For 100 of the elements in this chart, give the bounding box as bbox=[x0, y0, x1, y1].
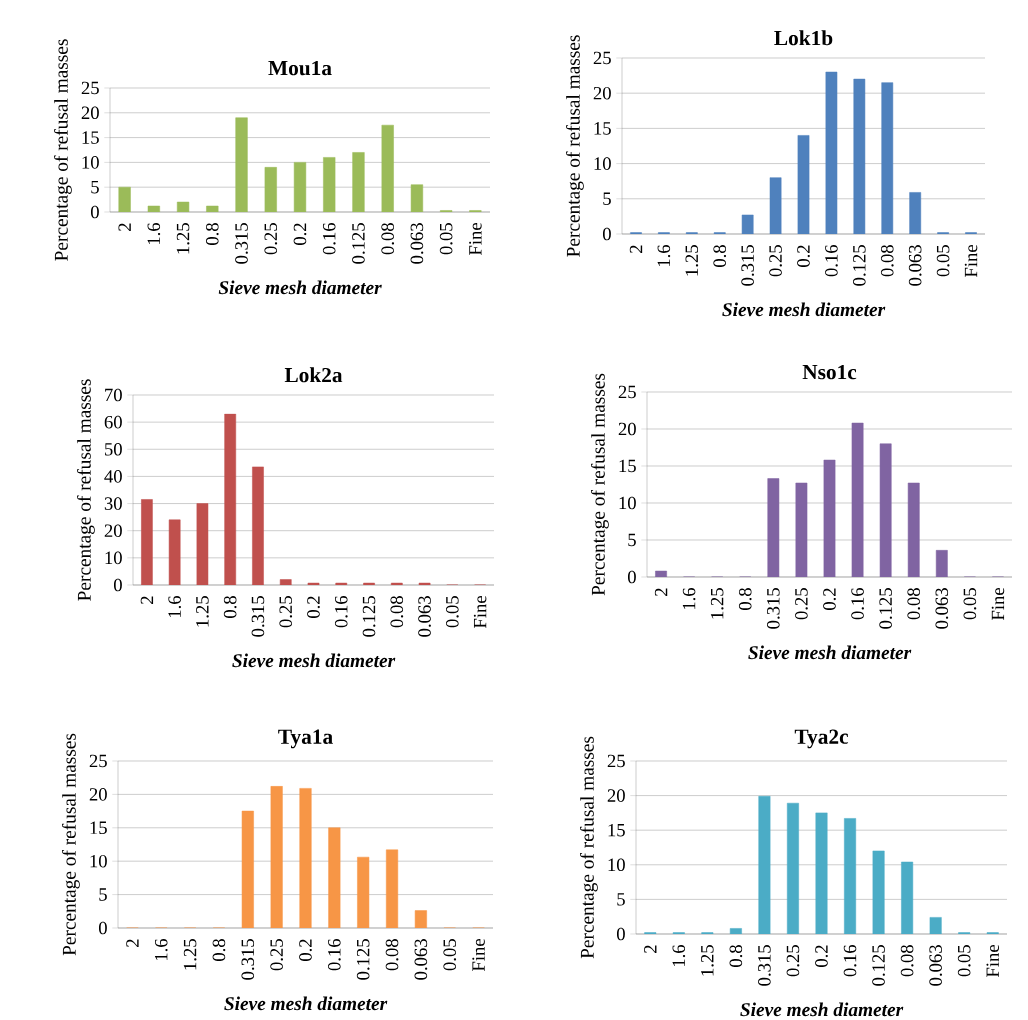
x-tick-label: 1.25 bbox=[176, 223, 190, 254]
y-tick-label: 0 bbox=[627, 570, 636, 584]
y-tick-label: 40 bbox=[104, 470, 122, 483]
y-tick-label: 30 bbox=[104, 497, 122, 510]
y-tick-label: 60 bbox=[104, 415, 122, 429]
x-tick-label: 0.25 bbox=[795, 588, 808, 620]
x-tick-label: 0.2 bbox=[797, 245, 810, 268]
x-tick-label: 0.125 bbox=[879, 588, 892, 629]
x-tick-label: 0.125 bbox=[362, 596, 376, 637]
x-tick-label: 0.8 bbox=[212, 939, 226, 962]
y-tick-label: 25 bbox=[89, 754, 107, 768]
x-tick-label: 0.315 bbox=[251, 596, 265, 637]
x-tick-label: Fine bbox=[964, 245, 978, 278]
x-tick-label: 0.16 bbox=[334, 595, 348, 628]
x-tick-label: 1.6 bbox=[154, 938, 168, 961]
x-tick-label: Fine bbox=[469, 223, 482, 256]
y-tick-label: 5 bbox=[628, 533, 636, 547]
x-tick-label: 0.315 bbox=[241, 939, 255, 980]
x-tick-label: 0.08 bbox=[907, 588, 921, 620]
x-tick-label: 0.25 bbox=[279, 596, 293, 628]
y-tick-label: 5 bbox=[99, 888, 107, 901]
y-axis-title: Percentage of refusal masses bbox=[566, 35, 584, 257]
y-tick-label: 10 bbox=[82, 156, 99, 169]
x-tick-label: 0.25 bbox=[769, 245, 782, 277]
y-tick-label: 20 bbox=[607, 789, 625, 802]
x-tick-label: 0.063 bbox=[414, 939, 428, 980]
y-tick-label: 70 bbox=[105, 388, 122, 402]
chart-title: Tya1a bbox=[278, 729, 333, 749]
x-tick-label: Fine bbox=[473, 596, 487, 629]
x-tick-label: 0.25 bbox=[264, 223, 278, 255]
y-axis-title: Percentage of refusal masses bbox=[580, 736, 598, 959]
y-tick-label: 20 bbox=[618, 422, 636, 436]
x-tick-label: 0.125 bbox=[853, 245, 866, 286]
y-tick-label: 15 bbox=[90, 821, 107, 835]
x-tick-label: 0.25 bbox=[270, 939, 284, 971]
x-tick-label: 1.6 bbox=[147, 222, 161, 245]
x-tick-label: 1.6 bbox=[682, 587, 696, 610]
y-tick-label: 5 bbox=[617, 893, 625, 906]
y-tick-label: 50 bbox=[105, 442, 122, 456]
chart-title: Lok2a bbox=[284, 367, 343, 383]
x-tick-label: 0.05 bbox=[957, 945, 971, 977]
x-axis-title: Sieve mesh diameter bbox=[748, 645, 912, 660]
chart-title: Nso1c bbox=[802, 365, 857, 380]
y-tick-label: 20 bbox=[89, 788, 107, 801]
y-tick-label: 20 bbox=[104, 524, 122, 538]
y-tick-label: 0 bbox=[602, 227, 611, 241]
x-tick-label: 0.125 bbox=[356, 939, 370, 980]
x-tick-label: 2 bbox=[118, 223, 131, 231]
x-tick-label: 0.315 bbox=[758, 945, 771, 986]
x-tick-label: 0.063 bbox=[935, 588, 949, 629]
y-tick-label: 5 bbox=[91, 180, 99, 194]
x-tick-label: 0.08 bbox=[900, 945, 914, 977]
x-tick-label: 0.05 bbox=[936, 245, 950, 277]
x-tick-label: 1.25 bbox=[701, 945, 714, 976]
y-tick-label: 25 bbox=[593, 51, 611, 65]
x-tick-label: 0.8 bbox=[223, 596, 237, 619]
y-tick-label: 10 bbox=[105, 551, 122, 565]
x-tick-label: 0.8 bbox=[738, 588, 752, 611]
x-tick-label: 0.8 bbox=[205, 223, 219, 246]
x-axis-title: Sieve mesh diameter bbox=[224, 996, 388, 1011]
x-tick-label: 1.25 bbox=[196, 596, 209, 627]
x-tick-label: 0.05 bbox=[443, 939, 457, 971]
x-tick-label: Fine bbox=[986, 945, 1000, 978]
x-tick-label: 0.05 bbox=[446, 596, 459, 628]
y-axis-title: Percentage of refusal masses bbox=[54, 39, 72, 261]
x-tick-label: 0.2 bbox=[815, 945, 828, 968]
x-tick-label: 0.2 bbox=[823, 588, 836, 611]
x-tick-label: 0.125 bbox=[872, 945, 885, 986]
x-tick-label: 0.16 bbox=[328, 938, 341, 971]
x-tick-label: 0.08 bbox=[381, 223, 395, 255]
x-tick-label: Fine bbox=[472, 939, 485, 972]
x-tick-label: 1.25 bbox=[685, 245, 699, 276]
y-tick-label: 20 bbox=[593, 86, 611, 100]
y-tick-label: 20 bbox=[81, 106, 99, 120]
x-tick-label: 1.6 bbox=[672, 944, 686, 967]
x-tick-label: 0.2 bbox=[299, 939, 312, 962]
chart-title: Tya2c bbox=[794, 729, 849, 749]
x-tick-label: 1.25 bbox=[183, 939, 197, 970]
x-tick-label: 2 bbox=[126, 939, 139, 947]
y-tick-label: 0 bbox=[90, 205, 99, 219]
x-tick-label: 0.063 bbox=[929, 945, 943, 986]
x-tick-label: 0.063 bbox=[908, 245, 922, 286]
y-tick-label: 0 bbox=[616, 927, 625, 941]
x-tick-label: 2 bbox=[654, 588, 668, 596]
y-tick-label: 0 bbox=[98, 921, 107, 935]
x-tick-label: 0.25 bbox=[786, 945, 800, 977]
x-tick-label: 2 bbox=[629, 245, 643, 253]
x-tick-label: 2 bbox=[644, 945, 657, 953]
x-tick-label: 0.2 bbox=[293, 223, 307, 246]
x-tick-label: 1.25 bbox=[710, 588, 724, 619]
x-tick-label: 0.08 bbox=[390, 596, 404, 628]
y-axis-title: Percentage of refusal masses bbox=[77, 379, 95, 601]
x-tick-label: 0.125 bbox=[352, 223, 365, 264]
y-tick-label: 15 bbox=[594, 122, 611, 135]
x-axis-title: Sieve mesh diameter bbox=[740, 1002, 904, 1017]
y-tick-label: 15 bbox=[82, 131, 99, 144]
y-tick-label: 10 bbox=[90, 854, 107, 868]
x-tick-label: 0.8 bbox=[713, 245, 727, 268]
x-axis-title: Sieve mesh diameter bbox=[722, 302, 886, 317]
x-tick-label: Fine bbox=[991, 588, 1005, 621]
